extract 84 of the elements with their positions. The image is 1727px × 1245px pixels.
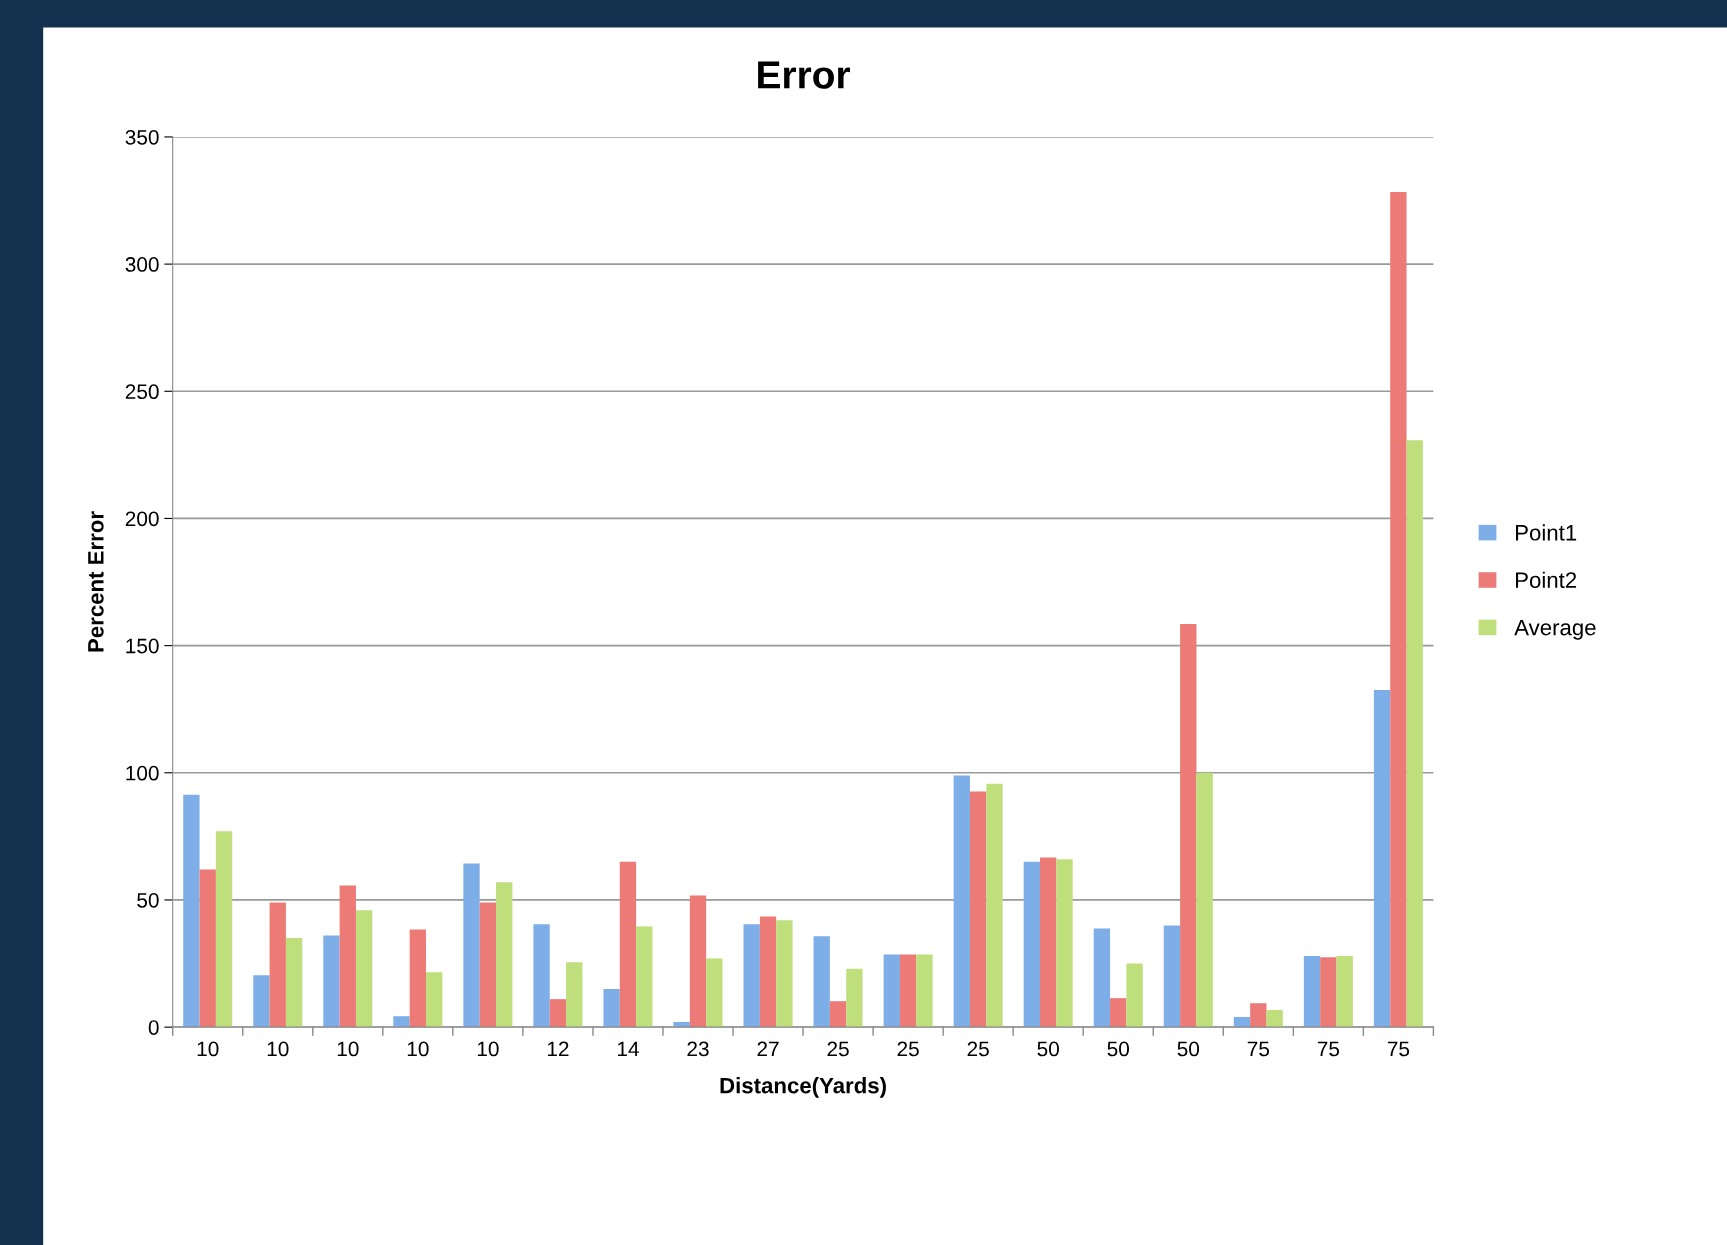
bar bbox=[603, 988, 620, 1028]
bar bbox=[916, 954, 933, 1028]
bar bbox=[1303, 955, 1321, 1028]
bar bbox=[496, 882, 513, 1028]
x-tick-label: 10 bbox=[407, 1041, 429, 1057]
bar bbox=[463, 863, 480, 1028]
bar bbox=[969, 791, 987, 1028]
bar bbox=[1250, 1003, 1267, 1028]
y-tick-label: 150 bbox=[126, 638, 159, 654]
bar bbox=[813, 936, 830, 1028]
x-tick-label: 75 bbox=[1247, 1041, 1270, 1057]
legend-label: Point1 bbox=[1516, 524, 1577, 541]
x-tick-label: 27 bbox=[757, 1041, 779, 1057]
bar bbox=[393, 1016, 410, 1028]
bar bbox=[1163, 925, 1181, 1028]
bar bbox=[846, 968, 863, 1028]
bar bbox=[1266, 1010, 1283, 1028]
bar bbox=[743, 924, 760, 1028]
bar bbox=[323, 935, 340, 1028]
x-tick-label: 10 bbox=[477, 1041, 499, 1057]
y-tick-label: 200 bbox=[125, 511, 159, 527]
bar bbox=[1336, 955, 1353, 1028]
bar bbox=[533, 924, 550, 1028]
bar bbox=[883, 954, 900, 1028]
bar bbox=[706, 958, 723, 1028]
x-tick-label: 23 bbox=[687, 1041, 709, 1057]
bar bbox=[1373, 689, 1391, 1028]
x-tick-label: 10 bbox=[267, 1041, 289, 1057]
y-axis-title: Percent Error bbox=[88, 511, 104, 652]
bar bbox=[689, 895, 707, 1028]
bar bbox=[636, 926, 653, 1028]
y-tick-label: 50 bbox=[137, 892, 159, 908]
bar bbox=[1040, 857, 1057, 1028]
bar bbox=[199, 869, 216, 1028]
bar bbox=[1056, 859, 1073, 1028]
bar bbox=[479, 902, 497, 1028]
bar bbox=[285, 938, 303, 1028]
x-tick-label: 75 bbox=[1387, 1041, 1410, 1057]
chart-title: Error bbox=[758, 61, 851, 89]
bar bbox=[183, 794, 200, 1028]
bar bbox=[1320, 957, 1337, 1028]
bar bbox=[1093, 928, 1111, 1028]
bar bbox=[1180, 624, 1197, 1028]
bar bbox=[899, 954, 917, 1028]
y-tick-label: 300 bbox=[125, 257, 159, 272]
bar bbox=[355, 910, 373, 1028]
bar bbox=[566, 962, 583, 1028]
x-tick-label: 25 bbox=[967, 1041, 989, 1057]
x-tick-label: 75 bbox=[1317, 1041, 1340, 1057]
bar bbox=[776, 920, 793, 1028]
bar bbox=[953, 775, 970, 1028]
legend-label: Point2 bbox=[1516, 571, 1577, 588]
bar bbox=[269, 902, 286, 1028]
y-tick-label: 350 bbox=[125, 129, 159, 145]
bar bbox=[426, 972, 443, 1028]
bar bbox=[619, 861, 637, 1028]
bar bbox=[986, 783, 1003, 1028]
bar bbox=[759, 916, 777, 1028]
y-tick-label: 250 bbox=[125, 384, 159, 400]
bar bbox=[1196, 772, 1213, 1028]
bar bbox=[1406, 440, 1423, 1028]
x-axis-title: Distance(Yards) bbox=[720, 1077, 886, 1098]
bar bbox=[1110, 998, 1127, 1028]
y-tick-label: 0 bbox=[148, 1020, 159, 1035]
x-tick-label: 10 bbox=[197, 1041, 219, 1057]
bar bbox=[1023, 861, 1041, 1028]
bar bbox=[339, 885, 356, 1028]
bar bbox=[253, 975, 270, 1028]
x-tick-label: 50 bbox=[1107, 1041, 1130, 1057]
bar bbox=[409, 929, 427, 1028]
x-tick-label: 50 bbox=[1037, 1041, 1059, 1057]
x-tick-label: 14 bbox=[617, 1041, 639, 1057]
legend-label: Average bbox=[1514, 619, 1596, 640]
bar bbox=[1390, 191, 1407, 1028]
bar bbox=[215, 831, 233, 1028]
bar bbox=[829, 1001, 847, 1028]
x-tick-label: 12 bbox=[547, 1041, 569, 1057]
bar bbox=[1126, 963, 1143, 1028]
y-tick-label: 100 bbox=[126, 765, 159, 781]
x-tick-label: 10 bbox=[337, 1041, 359, 1057]
x-tick-label: 50 bbox=[1177, 1041, 1200, 1057]
x-tick-label: 25 bbox=[897, 1041, 919, 1057]
x-tick-label: 25 bbox=[827, 1041, 849, 1057]
bar bbox=[549, 999, 567, 1028]
